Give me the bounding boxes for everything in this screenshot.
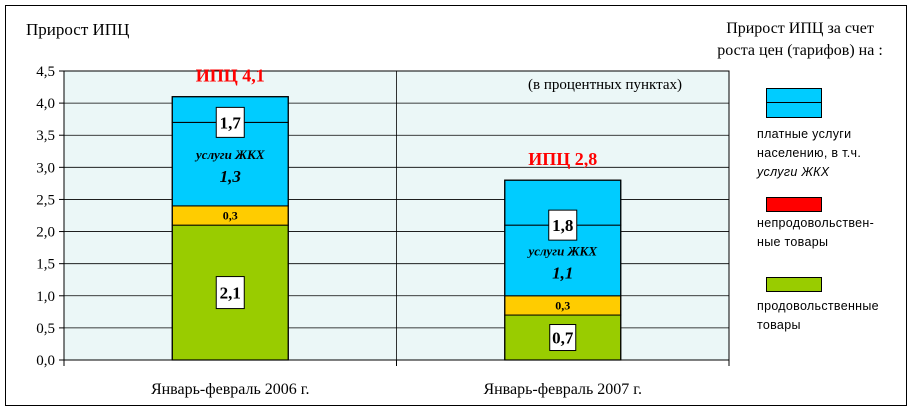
- data-label-box: [549, 324, 577, 352]
- legend-services-line3: услуги ЖКХ: [757, 165, 830, 179]
- legend-nonfood-line1: непродовольствен-: [757, 216, 875, 230]
- y-tick-label: 4,0: [36, 96, 55, 112]
- data-label-box: [215, 276, 245, 310]
- data-label-box: [548, 209, 578, 241]
- chart-frame: [5, 5, 907, 406]
- y-tick-label: 0,5: [36, 321, 55, 337]
- data-label-services: 1,8: [552, 216, 573, 235]
- y-tick-label: 4,5: [36, 64, 55, 80]
- y-tick-label: 1,0: [36, 289, 55, 305]
- units-note: (в процентных пунктах): [528, 77, 683, 93]
- x-tick-label: Январь-февраль 2006 г.: [151, 381, 310, 398]
- housing-caption: услуги ЖКХ: [194, 147, 265, 162]
- y-tick-label: 0,0: [36, 353, 55, 369]
- legend-title: Прирост ИПЦ за счет роста цен (тарифов) …: [700, 18, 900, 62]
- legend-item-services: платные услуги населению, в т.ч. услуги …: [757, 125, 861, 182]
- y-tick-label: 1,5: [36, 257, 55, 273]
- total-label: ИПЦ 2,8: [528, 149, 597, 169]
- legend-food-line1: продовольственные: [757, 299, 879, 313]
- legend-services-line2: населению, в т.ч.: [757, 146, 862, 160]
- legend-swatch-services: [766, 88, 822, 118]
- data-label-housing: 1,3: [220, 167, 242, 186]
- data-label-nonfood: 0,3: [223, 209, 238, 223]
- y-tick-label: 2,0: [36, 225, 55, 241]
- bar-outline: [504, 179, 622, 361]
- y-axis-title: Прирост ИПЦ: [26, 20, 130, 39]
- legend-services-line1: платные услуги: [757, 127, 852, 141]
- legend-swatch-nonfood: [766, 197, 822, 212]
- data-label-housing: 1,1: [552, 263, 573, 282]
- y-tick-label: 3,5: [36, 128, 55, 144]
- housing-caption: услуги ЖКХ: [526, 243, 597, 258]
- y-tick-label: 2,5: [36, 192, 55, 208]
- total-label: ИПЦ 4,1: [196, 66, 265, 86]
- data-label-nonfood: 0,3: [555, 298, 570, 312]
- legend-food-line2: товары: [757, 318, 801, 332]
- data-label-food: 2,1: [220, 284, 241, 303]
- data-label-services: 1,7: [220, 113, 242, 132]
- bar-outline: [171, 96, 289, 361]
- data-label-food: 0,7: [552, 329, 574, 348]
- legend-item-nonfood: непродовольствен- ные товары: [757, 214, 874, 252]
- legend-title-line2: роста цен (тарифов) на :: [717, 42, 883, 59]
- y-tick-label: 3,0: [36, 160, 55, 176]
- data-label-box: [215, 106, 245, 138]
- legend-title-line1: Прирост ИПЦ за счет: [726, 20, 874, 37]
- x-tick-label: Январь-февраль 2007 г.: [483, 381, 642, 398]
- legend-nonfood-line2: ные товары: [757, 235, 829, 249]
- legend-swatch-food: [766, 277, 822, 292]
- legend-item-food: продовольственные товары: [757, 297, 879, 335]
